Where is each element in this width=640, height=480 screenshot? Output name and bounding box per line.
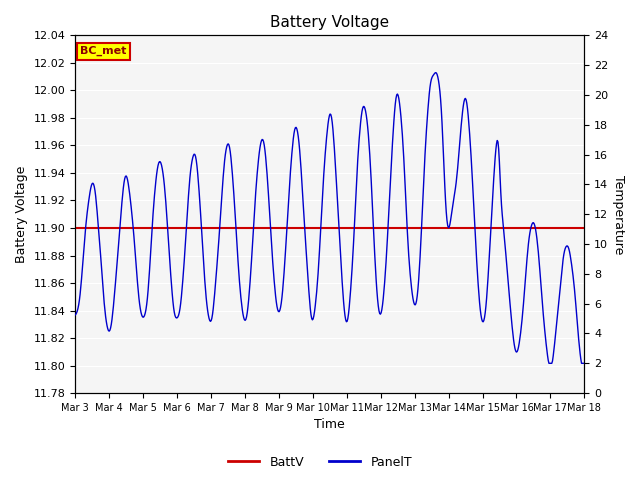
X-axis label: Time: Time xyxy=(314,419,345,432)
Title: Battery Voltage: Battery Voltage xyxy=(270,15,389,30)
Y-axis label: Temperature: Temperature xyxy=(612,175,625,254)
Legend: BattV, PanelT: BattV, PanelT xyxy=(223,451,417,474)
Text: BC_met: BC_met xyxy=(80,46,127,56)
Y-axis label: Battery Voltage: Battery Voltage xyxy=(15,166,28,263)
